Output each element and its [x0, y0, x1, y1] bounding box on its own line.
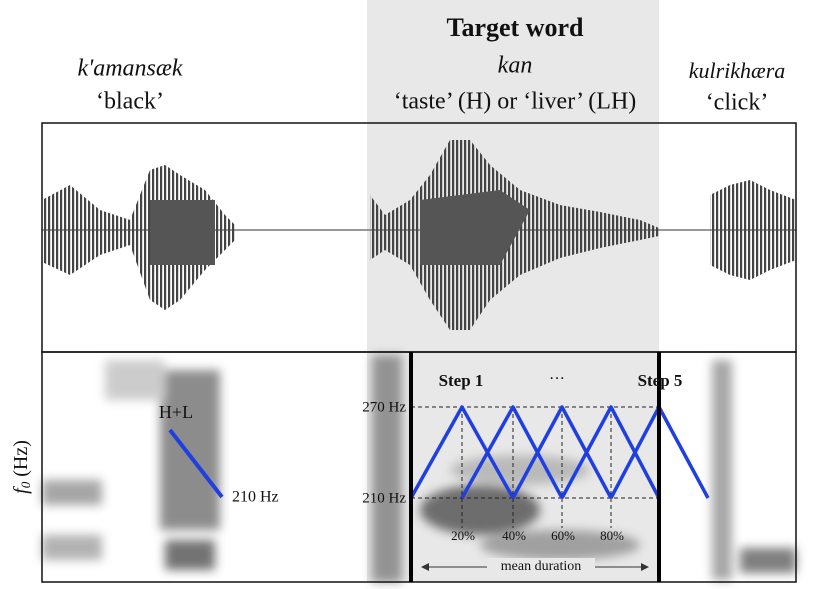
axis-subscript: 0: [18, 481, 33, 488]
tone-contour: [168, 428, 224, 499]
tone-end-label: 210 Hz: [232, 489, 279, 506]
spectrogram-frame: [41, 351, 797, 583]
level-label: 210 Hz: [362, 490, 406, 506]
step-label: Step 5: [638, 371, 683, 390]
step-label: Step 1: [439, 371, 484, 390]
axis-symbol: f: [10, 486, 32, 494]
duration-label-bg: [487, 558, 595, 576]
step-ellipsis: ···: [549, 371, 565, 388]
level-label: 270 Hz: [362, 399, 406, 415]
spectrogram: [42, 355, 796, 582]
tone-label: H+L: [159, 402, 193, 422]
waveform: [42, 140, 796, 330]
percent-label: 40%: [502, 528, 526, 543]
percent-label: 20%: [451, 528, 475, 543]
duration-label: mean duration: [501, 559, 581, 574]
target-title: Target word: [447, 13, 585, 42]
percent-label: 60%: [551, 528, 575, 543]
step-grid: [411, 406, 659, 528]
percent-label: 80%: [600, 528, 624, 543]
step-contours: [409, 405, 710, 499]
word-form: kan: [498, 53, 533, 79]
word-form: kulrikhæra: [689, 58, 786, 83]
y-axis-label: f0 (Hz): [10, 440, 33, 494]
axis-unit: (Hz): [10, 440, 32, 477]
word-gloss: ‘black’: [96, 89, 164, 115]
word-form: k'amansæk: [77, 56, 182, 82]
word-gloss: ‘click’: [706, 90, 769, 116]
word-gloss: ‘taste’ (H) or ‘liver’ (LH): [394, 89, 637, 115]
